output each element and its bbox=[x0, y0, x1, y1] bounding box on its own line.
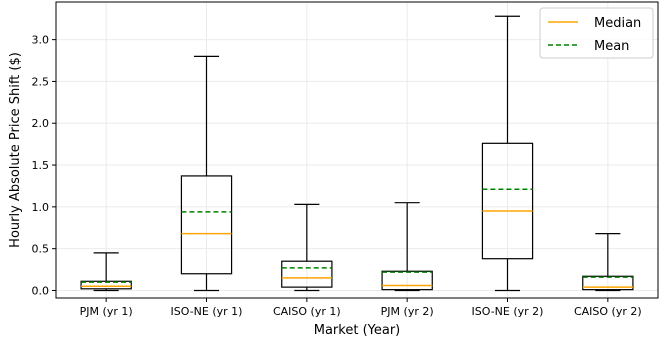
y-tick-label: 0.5 bbox=[32, 243, 50, 256]
x-tick-label: ISO-NE (yr 2) bbox=[472, 305, 544, 318]
y-tick-label: 2.0 bbox=[32, 117, 50, 130]
iqr-box bbox=[80, 280, 132, 290]
box-5 bbox=[481, 15, 534, 292]
y-tick-label: 0.0 bbox=[32, 284, 50, 297]
x-tick-label: CAISO (yr 2) bbox=[574, 305, 642, 318]
plot-area-frame bbox=[55, 1, 659, 299]
y-tick-label: 1.0 bbox=[32, 201, 50, 214]
box-2 bbox=[180, 55, 233, 292]
box-6 bbox=[582, 233, 634, 292]
iqr-box bbox=[582, 275, 634, 291]
x-axis-ticks: PJM (yr 1) ISO-NE (yr 1) CAISO (yr 1) PJM (… bbox=[80, 298, 642, 318]
legend-mean-label: Mean bbox=[594, 39, 629, 54]
legend-median-label: Median bbox=[594, 16, 641, 31]
x-axis-label: Market (Year) bbox=[314, 323, 401, 338]
iqr-box bbox=[180, 175, 233, 275]
box-1 bbox=[80, 252, 132, 292]
box-series bbox=[80, 15, 634, 292]
x-tick-label: PJM (yr 1) bbox=[80, 305, 133, 318]
x-tick-label: CAISO (yr 1) bbox=[273, 305, 341, 318]
x-tick-label: ISO-NE (yr 1) bbox=[171, 305, 243, 318]
y-axis-label: Hourly Absolute Price Shift ($) bbox=[8, 52, 23, 248]
iqr-box bbox=[381, 270, 433, 291]
iqr-box bbox=[481, 142, 534, 260]
iqr-box bbox=[281, 260, 333, 288]
y-tick-label: 3.0 bbox=[32, 34, 50, 47]
box-3 bbox=[281, 203, 333, 292]
x-tick-label: PJM (yr 2) bbox=[381, 305, 434, 318]
box-4 bbox=[381, 202, 433, 292]
legend: Median Mean bbox=[539, 7, 654, 59]
y-tick-label: 1.5 bbox=[32, 159, 50, 172]
y-tick-label: 2.5 bbox=[32, 75, 50, 88]
y-axis-ticks: 0.0 0.5 1.0 1.5 2.0 2.5 3.0 bbox=[32, 34, 56, 297]
